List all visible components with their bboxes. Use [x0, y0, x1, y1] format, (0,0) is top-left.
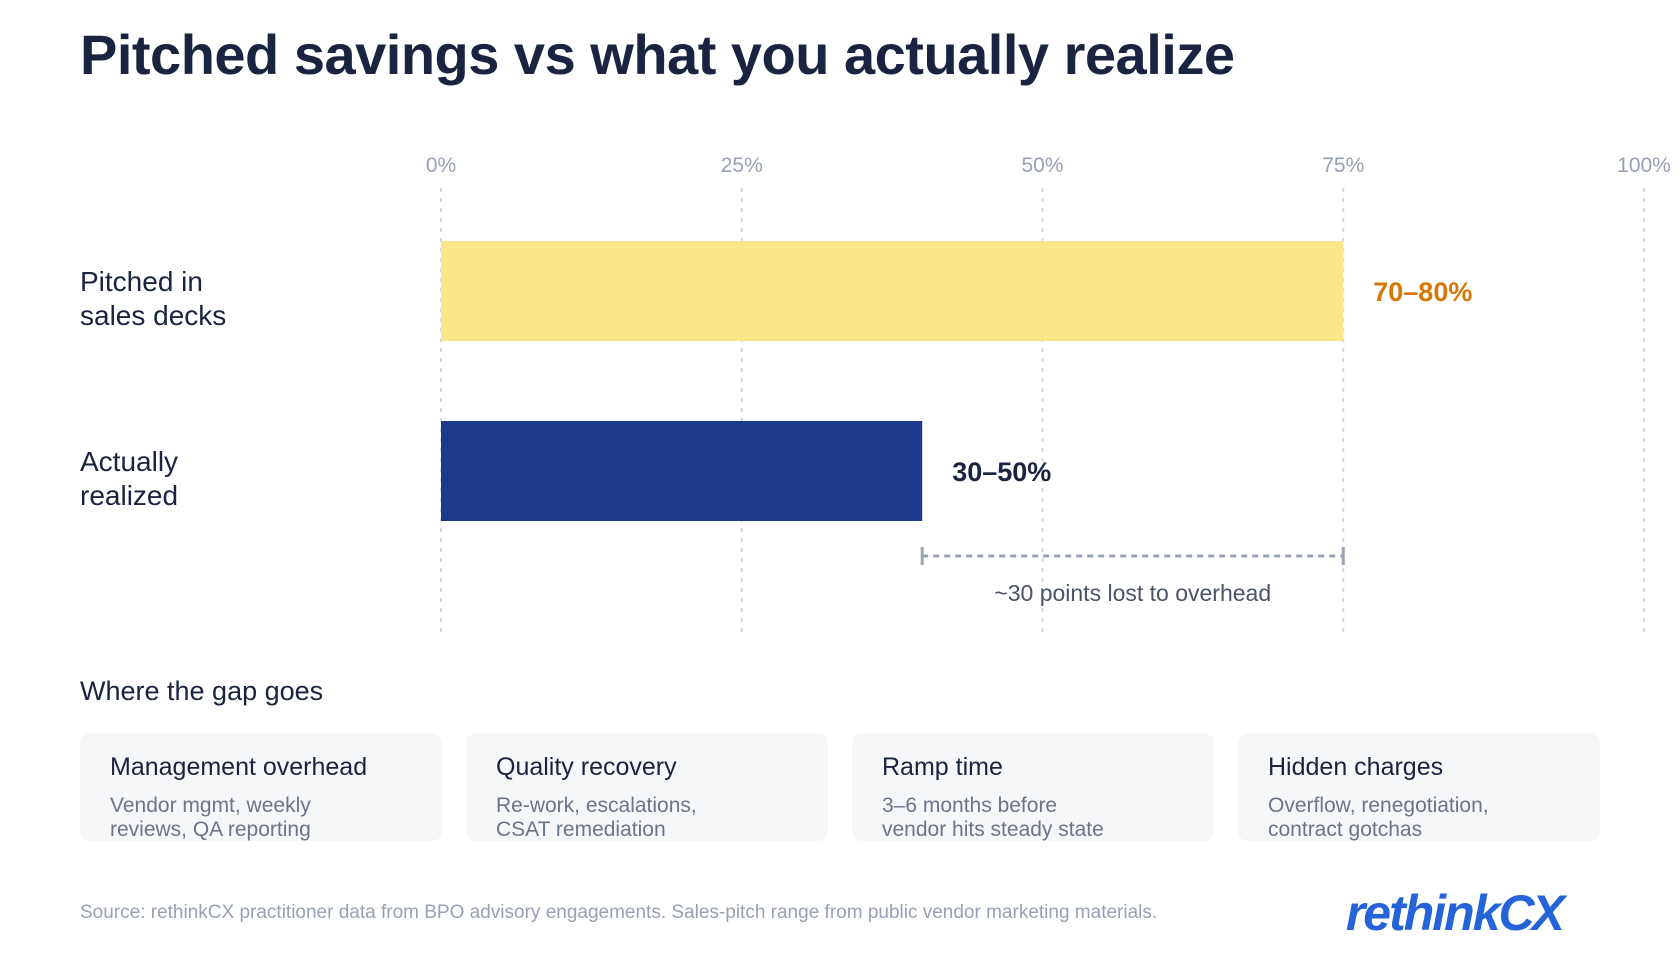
gap-section-heading: Where the gap goes	[80, 676, 324, 706]
card-description: Re-work, escalations, CSAT remediation	[496, 794, 697, 841]
source-note: Source: rethinkCX practitioner data from…	[80, 902, 1158, 923]
tick-label: 50%	[1021, 154, 1063, 177]
category-label-realized: Actually realized	[80, 445, 380, 513]
card-title: Management overhead	[110, 753, 368, 781]
card-description: Overflow, renegotiation, contract gotcha…	[1268, 794, 1489, 841]
card-title: Ramp time	[882, 753, 1003, 781]
gap-card-management: Management overhead Vendor mgmt, weekly …	[80, 733, 442, 841]
tick-label: 75%	[1322, 154, 1364, 177]
category-label-line: realized	[80, 480, 179, 511]
tick-label: 25%	[721, 154, 763, 177]
card-description: 3–6 months before vendor hits steady sta…	[882, 794, 1104, 841]
tick-label: 0%	[426, 154, 456, 177]
category-label-line: Actually	[80, 446, 179, 477]
card-description: Vendor mgmt, weekly reviews, QA reportin…	[110, 794, 311, 841]
tick-label: 100%	[1617, 154, 1671, 177]
bar-realized	[441, 421, 923, 521]
bar-value-label: 70–80%	[1373, 277, 1472, 307]
logo-part-cx: CX	[1498, 885, 1565, 941]
card-title: Quality recovery	[496, 753, 677, 781]
card-title: Hidden charges	[1268, 753, 1444, 781]
gap-card-quality: Quality recovery Re-work, escalations, C…	[466, 733, 828, 841]
category-label-line: sales decks	[80, 300, 227, 331]
category-label-line: Pitched in	[80, 266, 203, 297]
brand-logo: rethinkCX	[1345, 884, 1565, 942]
annotation-text: ~30 points lost to overhead	[994, 580, 1271, 606]
bar-pitched	[441, 241, 1344, 341]
logo-part-rethink: rethink	[1345, 885, 1501, 941]
chart-title: Pitched savings vs what you actually rea…	[80, 23, 1235, 86]
gap-card-ramp: Ramp time 3–6 months before vendor hits …	[852, 733, 1214, 841]
gap-cards: Management overhead Vendor mgmt, weekly …	[80, 733, 1600, 841]
bar-value-label: 30–50%	[952, 457, 1051, 487]
bar-chart: 0% 25% 50% 75% 100% 70–80% 30–50% ~30 points lo…	[426, 154, 1671, 635]
category-label-pitched: Pitched in sales decks	[80, 265, 380, 333]
gap-card-hidden: Hidden charges Overflow, renegotiation, …	[1238, 733, 1600, 841]
